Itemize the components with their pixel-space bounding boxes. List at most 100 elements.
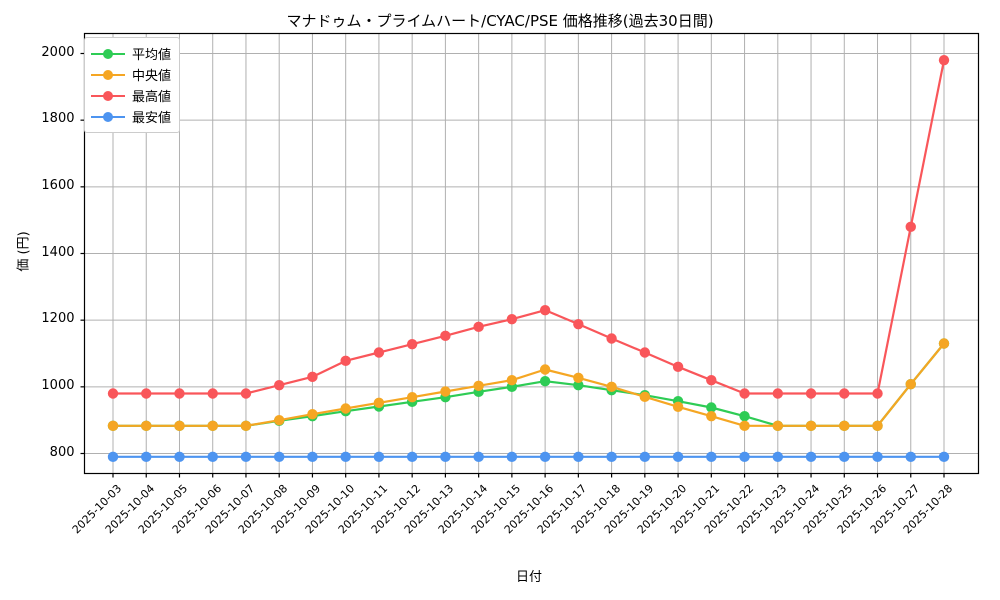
data-point	[573, 318, 584, 330]
legend-dot	[103, 111, 113, 122]
data-point	[905, 221, 916, 233]
data-point	[473, 380, 484, 392]
data-point	[539, 304, 551, 316]
data-point	[373, 347, 385, 358]
data-point	[406, 338, 418, 350]
legend-dot	[103, 90, 113, 101]
grid-lines	[84, 33, 979, 474]
data-point	[672, 361, 684, 373]
data-point	[440, 451, 451, 463]
data-point	[240, 451, 252, 463]
data-point	[606, 381, 617, 393]
data-point	[307, 408, 318, 420]
legend-label: 最高値	[132, 90, 172, 105]
data-point	[839, 420, 850, 432]
legend-item-0[interactable]: 平均値	[91, 43, 171, 64]
data-point	[539, 364, 551, 375]
data-point	[739, 451, 750, 463]
legend-item-3[interactable]: 最安値	[91, 106, 171, 127]
data-point	[805, 420, 817, 432]
data-point	[639, 451, 651, 463]
legend-swatch-icon	[91, 47, 125, 61]
data-point	[938, 338, 950, 349]
data-point	[373, 397, 385, 409]
data-point	[839, 451, 850, 463]
data-point	[506, 313, 518, 325]
data-point	[274, 451, 285, 463]
data-point	[573, 379, 584, 391]
data-point	[207, 451, 218, 463]
data-point	[506, 451, 518, 463]
legend-label: 中央値	[132, 69, 172, 84]
legend-swatch-icon	[91, 68, 125, 82]
data-point	[905, 378, 916, 390]
data-point	[340, 403, 351, 414]
series-line-2	[111, 59, 946, 395]
y-tick-label: 1600	[41, 177, 75, 193]
axis-ticks	[80, 52, 945, 478]
data-point	[706, 451, 717, 463]
data-point	[739, 420, 750, 432]
legend-label: 平均値	[132, 48, 172, 63]
data-point	[141, 388, 152, 399]
data-point	[606, 333, 617, 344]
chart-title: マナドゥム・プライムハート/CYAC/PSE 価格推移(過去30日間)	[286, 12, 714, 30]
data-point	[174, 420, 185, 432]
data-point	[207, 420, 218, 432]
data-point	[473, 451, 484, 463]
data-point	[805, 388, 817, 399]
y-tick-label: 1200	[41, 311, 75, 327]
data-point	[340, 451, 351, 463]
y-tick-label: 2000	[41, 44, 75, 60]
series-line-1	[111, 342, 946, 427]
data-point	[240, 388, 252, 399]
data-point	[772, 451, 783, 463]
data-point	[905, 451, 916, 463]
data-point	[274, 414, 285, 426]
data-point	[274, 379, 285, 391]
legend-item-2[interactable]: 最高値	[91, 85, 171, 106]
data-point	[938, 451, 950, 463]
y-tick-label: 1800	[41, 111, 75, 127]
data-point	[406, 451, 418, 463]
data-point	[174, 388, 185, 399]
data-point	[706, 410, 717, 422]
data-point	[406, 391, 418, 403]
data-point	[174, 451, 185, 463]
data-point	[240, 420, 252, 432]
data-point	[872, 451, 883, 463]
data-point	[107, 451, 119, 463]
data-point	[141, 451, 152, 463]
data-point	[606, 451, 617, 463]
data-point	[639, 347, 651, 358]
series-line-0	[111, 342, 946, 427]
data-point	[141, 420, 152, 432]
data-point	[573, 451, 584, 463]
y-tick-label: 800	[49, 444, 75, 460]
data-point	[739, 410, 750, 422]
data-point	[706, 402, 717, 413]
data-point	[872, 388, 883, 399]
data-point	[672, 401, 684, 413]
data-point	[573, 372, 584, 384]
data-point	[938, 54, 950, 66]
data-point	[440, 330, 451, 342]
data-point	[739, 388, 750, 399]
data-point	[539, 375, 551, 387]
legend-item-1[interactable]: 中央値	[91, 64, 171, 85]
data-point	[506, 374, 518, 386]
data-series-layer	[107, 54, 950, 463]
chart-legend: 平均値中央値最高値 最安値	[84, 37, 181, 133]
data-point	[373, 451, 385, 463]
data-point	[440, 386, 451, 397]
data-point	[672, 451, 684, 463]
data-point	[772, 420, 783, 432]
data-point	[207, 388, 218, 399]
data-point	[473, 321, 484, 333]
x-axis-label: 日付	[515, 570, 542, 585]
data-point	[307, 371, 318, 383]
data-point	[107, 420, 119, 432]
data-point	[639, 391, 651, 403]
data-point	[539, 451, 551, 463]
